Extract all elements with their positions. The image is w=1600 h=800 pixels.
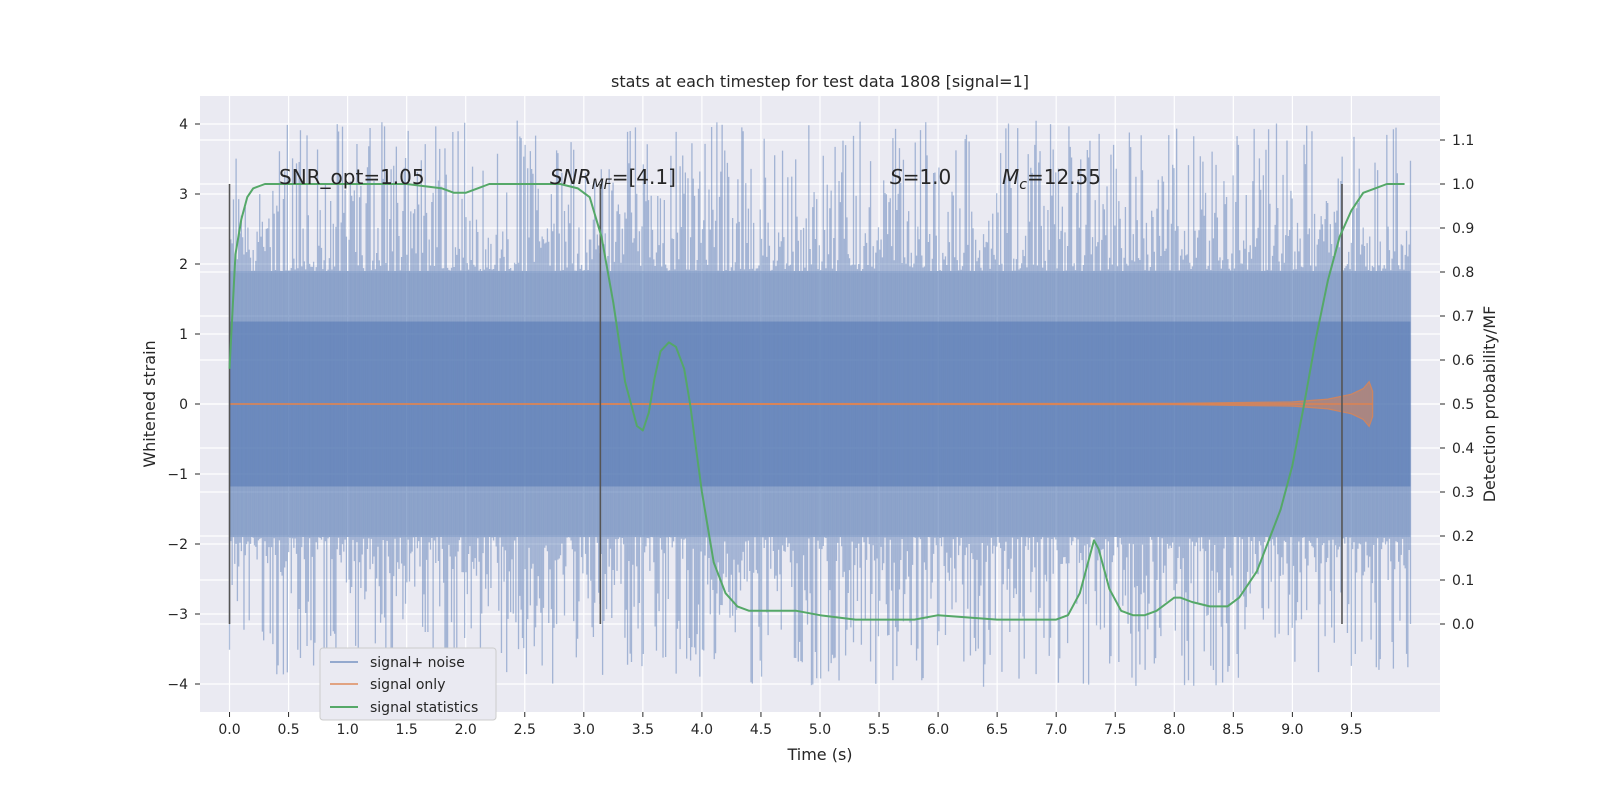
x-tick-label-14: 7.0 bbox=[1045, 722, 1067, 738]
y2-tick-label-5: 0.6 bbox=[1452, 353, 1474, 369]
x-tick-label-16: 8.0 bbox=[1163, 722, 1185, 738]
x-tick-label-11: 5.5 bbox=[868, 722, 890, 738]
x-tick-label-0: 0.0 bbox=[218, 722, 240, 738]
annotation-mc-name: M bbox=[1002, 165, 1019, 189]
legend-label-signal: signal only bbox=[370, 677, 445, 693]
annotation-mc-sub: c bbox=[1019, 177, 1027, 193]
y-ticks: 4 3 2 1 0 −1 −2 −3 −4 bbox=[167, 117, 200, 693]
y-tick-label-8: −4 bbox=[167, 677, 188, 693]
x-tick-label-8: 4.0 bbox=[691, 722, 713, 738]
x-tick-label-10: 5.0 bbox=[809, 722, 831, 738]
y2-tick-label-11: 0.0 bbox=[1452, 617, 1474, 633]
annotation-mc: Mc=12.55 bbox=[1002, 165, 1101, 193]
legend-box bbox=[319, 647, 497, 721]
x-tick-label-1: 0.5 bbox=[277, 722, 299, 738]
annotation-s: S=1.0 bbox=[890, 165, 951, 189]
signal-series bbox=[229, 380, 1374, 428]
stats-series bbox=[228, 183, 1405, 621]
y2-ticks: 1.1 1.0 0.9 0.8 0.7 0.6 0.5 0.4 0.3 0.2 0.1 0.0 bbox=[1440, 133, 1474, 633]
vertical-markers bbox=[228, 184, 1343, 624]
y-tick-label-4: 0 bbox=[179, 397, 188, 413]
legend-label-stats: signal statistics bbox=[370, 700, 478, 716]
annotation-snr-mf-name: SNR bbox=[550, 165, 592, 189]
y-tick-label-7: −3 bbox=[167, 607, 188, 623]
x-tick-label-3: 1.5 bbox=[396, 722, 418, 738]
y2-tick-label-2: 0.9 bbox=[1452, 221, 1474, 237]
y2-tick-label-7: 0.4 bbox=[1452, 441, 1474, 457]
stats-line bbox=[228, 183, 1405, 621]
y2-tick-label-0: 1.1 bbox=[1452, 133, 1474, 149]
y2-axis-label: Detection probability/MF bbox=[1480, 306, 1499, 503]
x-tick-label-19: 9.5 bbox=[1340, 722, 1362, 738]
legend-label-noise: signal+ noise bbox=[370, 655, 465, 671]
y-tick-label-6: −2 bbox=[167, 537, 188, 553]
chart-title: stats at each timestep for test data 180… bbox=[611, 72, 1029, 91]
legend: signal+ noise signal only signal statist… bbox=[319, 647, 497, 721]
y-tick-label-1: 3 bbox=[179, 187, 188, 203]
x-tick-label-15: 7.5 bbox=[1104, 722, 1126, 738]
y-tick-label-3: 1 bbox=[179, 327, 188, 343]
y-axis-label: Whitened strain bbox=[140, 340, 159, 467]
x-tick-label-12: 6.0 bbox=[927, 722, 949, 738]
y2-tick-label-10: 0.1 bbox=[1452, 573, 1474, 589]
y2-tick-label-3: 0.8 bbox=[1452, 265, 1474, 281]
x-tick-label-13: 6.5 bbox=[986, 722, 1008, 738]
annotation-s-value: =1.0 bbox=[903, 165, 952, 189]
x-tick-label-6: 3.0 bbox=[573, 722, 595, 738]
x-tick-label-18: 9.0 bbox=[1281, 722, 1303, 738]
y2-tick-label-6: 0.5 bbox=[1452, 397, 1474, 413]
x-tick-label-2: 1.0 bbox=[336, 722, 358, 738]
x-tick-label-17: 8.5 bbox=[1222, 722, 1244, 738]
annotation-snr-mf-value: =[4.1] bbox=[612, 165, 676, 189]
annotation-s-name: S bbox=[890, 165, 903, 189]
y-tick-label-0: 4 bbox=[179, 117, 188, 133]
x-tick-label-5: 2.5 bbox=[514, 722, 536, 738]
y2-tick-label-1: 1.0 bbox=[1452, 177, 1474, 193]
annotation-mc-value: =12.55 bbox=[1027, 165, 1101, 189]
x-tick-label-7: 3.5 bbox=[632, 722, 654, 738]
y2-tick-label-4: 0.7 bbox=[1452, 309, 1474, 325]
x-axis-label: Time (s) bbox=[786, 745, 852, 764]
x-tick-label-9: 4.5 bbox=[750, 722, 772, 738]
y2-tick-label-9: 0.2 bbox=[1452, 529, 1474, 545]
y2-tick-label-8: 0.3 bbox=[1452, 485, 1474, 501]
y-tick-label-5: −1 bbox=[167, 467, 188, 483]
annotation-snr-mf: SNRMF=[4.1] bbox=[550, 165, 676, 193]
x-tick-label-4: 2.0 bbox=[455, 722, 477, 738]
annotation-snr-mf-sub: MF bbox=[592, 177, 613, 193]
annotation-snr-opt: SNR_opt=1.05 bbox=[279, 165, 425, 189]
y-tick-label-2: 2 bbox=[179, 257, 188, 273]
x-ticks: 0.0 0.5 1.0 1.5 2.0 2.5 3.0 3.5 4.0 4.5 5.0 5.5 6.0 6… bbox=[218, 712, 1363, 738]
